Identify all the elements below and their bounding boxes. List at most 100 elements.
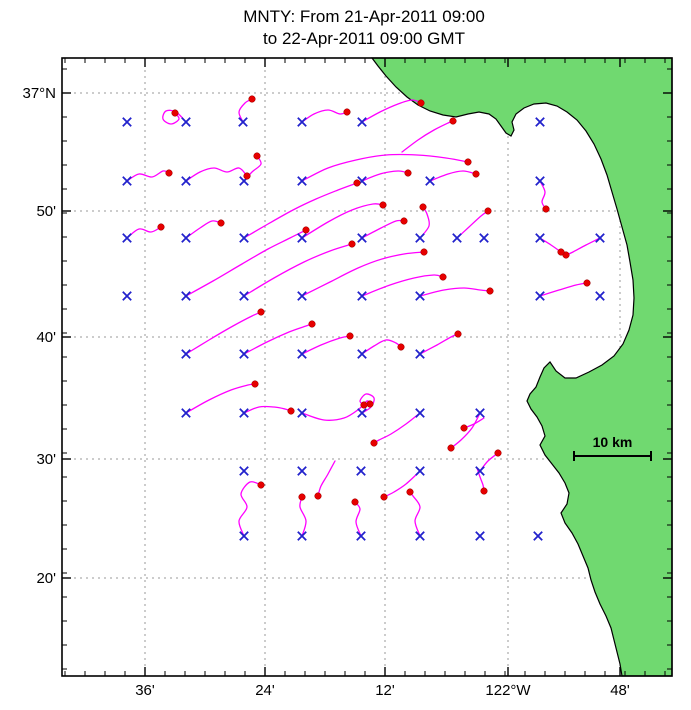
drifter-start-marker — [357, 233, 367, 243]
drifter-start-marker — [297, 176, 307, 186]
trajectory-path — [359, 393, 375, 414]
trajectory-path — [361, 170, 409, 182]
drifter-end-marker — [253, 152, 261, 160]
drifter-end-marker — [370, 439, 378, 447]
drifter-start-marker — [595, 291, 605, 301]
trajectory-path — [565, 237, 601, 256]
drifter-start-marker — [357, 291, 367, 301]
trajectory-path — [185, 220, 222, 239]
drifter-start-marker — [122, 176, 132, 186]
drifter-start-marker — [239, 349, 249, 359]
drifter-end-marker — [420, 248, 428, 256]
trajectory-path — [301, 251, 425, 297]
drifter-end-marker — [472, 170, 480, 178]
trajectory-path — [419, 333, 459, 355]
drifter-start-marker — [181, 349, 191, 359]
drifter-end-marker — [464, 158, 472, 166]
drifter-start-marker — [356, 531, 366, 541]
trajectory-path — [456, 210, 489, 239]
drifter-end-marker — [360, 401, 368, 409]
drifter-end-marker — [157, 223, 165, 231]
trajectory-path — [383, 470, 421, 498]
drifter-end-marker — [447, 444, 455, 452]
scale-bar-label: 10 km — [593, 434, 633, 450]
trajectory-path — [419, 206, 430, 239]
drifter-start-marker — [239, 531, 249, 541]
drifter-start-marker — [181, 291, 191, 301]
trajectory-path — [361, 99, 422, 123]
drifter-end-marker — [346, 332, 354, 340]
drifter-start-marker — [297, 117, 307, 127]
x-axis-tick-label: 48' — [610, 682, 630, 699]
drifter-end-marker — [243, 172, 251, 180]
drifter-start-marker — [415, 408, 425, 418]
trajectory-path — [419, 287, 491, 297]
drifter-start-marker — [415, 466, 425, 476]
trajectory-path — [185, 229, 307, 297]
drifter-start-marker — [181, 408, 191, 418]
drifter-start-marker — [297, 233, 307, 243]
drifter-start-marker — [239, 233, 249, 243]
trajectory-path — [238, 481, 262, 537]
drifter-end-marker — [397, 343, 405, 351]
figure-title-line2: to 22-Apr-2011 09:00 GMT — [263, 29, 465, 48]
trajectory-path — [301, 153, 469, 182]
drifter-end-marker — [557, 248, 565, 256]
drifter-end-marker — [257, 308, 265, 316]
drifter-end-marker — [251, 380, 259, 388]
drifter-start-marker — [239, 291, 249, 301]
drifter-end-marker — [404, 169, 412, 177]
drifter-start-marker — [357, 349, 367, 359]
drifter-start-marker — [535, 117, 545, 127]
y-axis-tick-label: 50' — [36, 203, 56, 220]
drifter-start-marker — [415, 233, 425, 243]
drifter-start-marker — [239, 408, 249, 418]
y-axis-tick-label: 30' — [36, 451, 56, 468]
drifter-end-marker — [380, 493, 388, 501]
drifter-end-marker — [348, 240, 356, 248]
trajectory-path — [539, 282, 588, 297]
drifter-end-marker — [406, 488, 414, 496]
trajectory-path — [361, 339, 402, 355]
drifter-end-marker — [400, 217, 408, 225]
drifter-start-marker — [297, 531, 307, 541]
x-axis-tick-label: 122°W — [485, 682, 531, 699]
drifter-start-marker — [475, 408, 485, 418]
drifter-end-marker — [314, 492, 322, 500]
drifter-end-marker — [248, 95, 256, 103]
y-axis-tick-label: 20' — [36, 570, 56, 587]
drifter-start-marker — [535, 291, 545, 301]
drifter-end-marker — [460, 424, 468, 432]
drifter-end-marker — [484, 207, 492, 215]
trajectory-path — [243, 243, 353, 297]
trajectory-path — [539, 180, 547, 210]
trajectory-path — [373, 412, 421, 444]
drifter-start-marker — [297, 291, 307, 301]
trajectory-path — [126, 170, 170, 182]
trajectory-path — [185, 383, 256, 414]
drifter-end-marker — [366, 400, 374, 408]
x-axis-tick-label: 12' — [375, 682, 395, 699]
trajectory-path — [185, 167, 248, 182]
drifter-start-marker — [479, 233, 489, 243]
trajectory-path — [361, 274, 444, 297]
trajectory-path — [361, 219, 405, 239]
drifter-end-marker — [171, 109, 179, 117]
drifter-start-marker — [297, 408, 307, 418]
trajectory-path — [409, 491, 421, 537]
drifter-start-marker — [239, 466, 249, 476]
y-axis-tick-label: 37°N — [22, 85, 56, 102]
drifter-start-marker — [475, 466, 485, 476]
trajectory-path — [243, 405, 292, 414]
trajectory-path — [450, 412, 481, 449]
drifter-start-marker — [452, 233, 462, 243]
drifter-end-marker — [353, 179, 361, 187]
x-axis-tick-label: 36' — [135, 682, 155, 699]
trajectory-path — [243, 323, 313, 355]
y-axis-tick-label: 40' — [36, 329, 56, 346]
drifter-end-marker — [379, 201, 387, 209]
drifter-end-marker — [583, 279, 591, 287]
figure-title-line1: MNTY: From 21-Apr-2011 09:00 — [243, 7, 485, 26]
drifter-start-marker — [181, 117, 191, 127]
